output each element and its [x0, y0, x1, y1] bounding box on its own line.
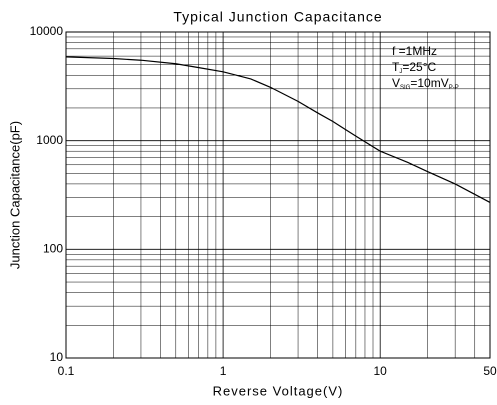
plot-frame: [65, 31, 491, 359]
annotation-subscript: J: [399, 69, 402, 75]
annotation-text: =10mV: [410, 76, 448, 90]
annotation: TJ=25°C: [392, 60, 436, 74]
annotation-text: T: [392, 60, 400, 74]
annotation-subscript: P-P: [449, 85, 459, 91]
x-tick-label: 1: [220, 364, 227, 378]
y-tick-label: 10: [50, 350, 64, 364]
y-tick-label: 1000: [36, 133, 63, 147]
x-tick-label: 10: [374, 364, 388, 378]
x-tick-label: 50: [483, 364, 497, 378]
annotation-text: f =1MHz: [392, 44, 437, 58]
data-line: [65, 56, 491, 203]
y-tick-label: 10000: [30, 24, 64, 38]
y-tick-label: 100: [43, 242, 63, 256]
chart-title: Typical Junction Capacitance: [173, 9, 382, 25]
annotation-subscript: SIG: [400, 85, 411, 91]
y-axis-label: Junction Capacitance(pF): [7, 121, 22, 269]
annotation: f =1MHz: [392, 44, 437, 58]
annotation-text: V: [392, 76, 400, 90]
x-tick-label: 0.1: [58, 364, 75, 378]
annotation-text: =25°C: [402, 60, 436, 74]
x-axis-label: Reverse Voltage(V): [213, 383, 344, 398]
annotation: VSIG=10mVP-P: [392, 76, 459, 90]
